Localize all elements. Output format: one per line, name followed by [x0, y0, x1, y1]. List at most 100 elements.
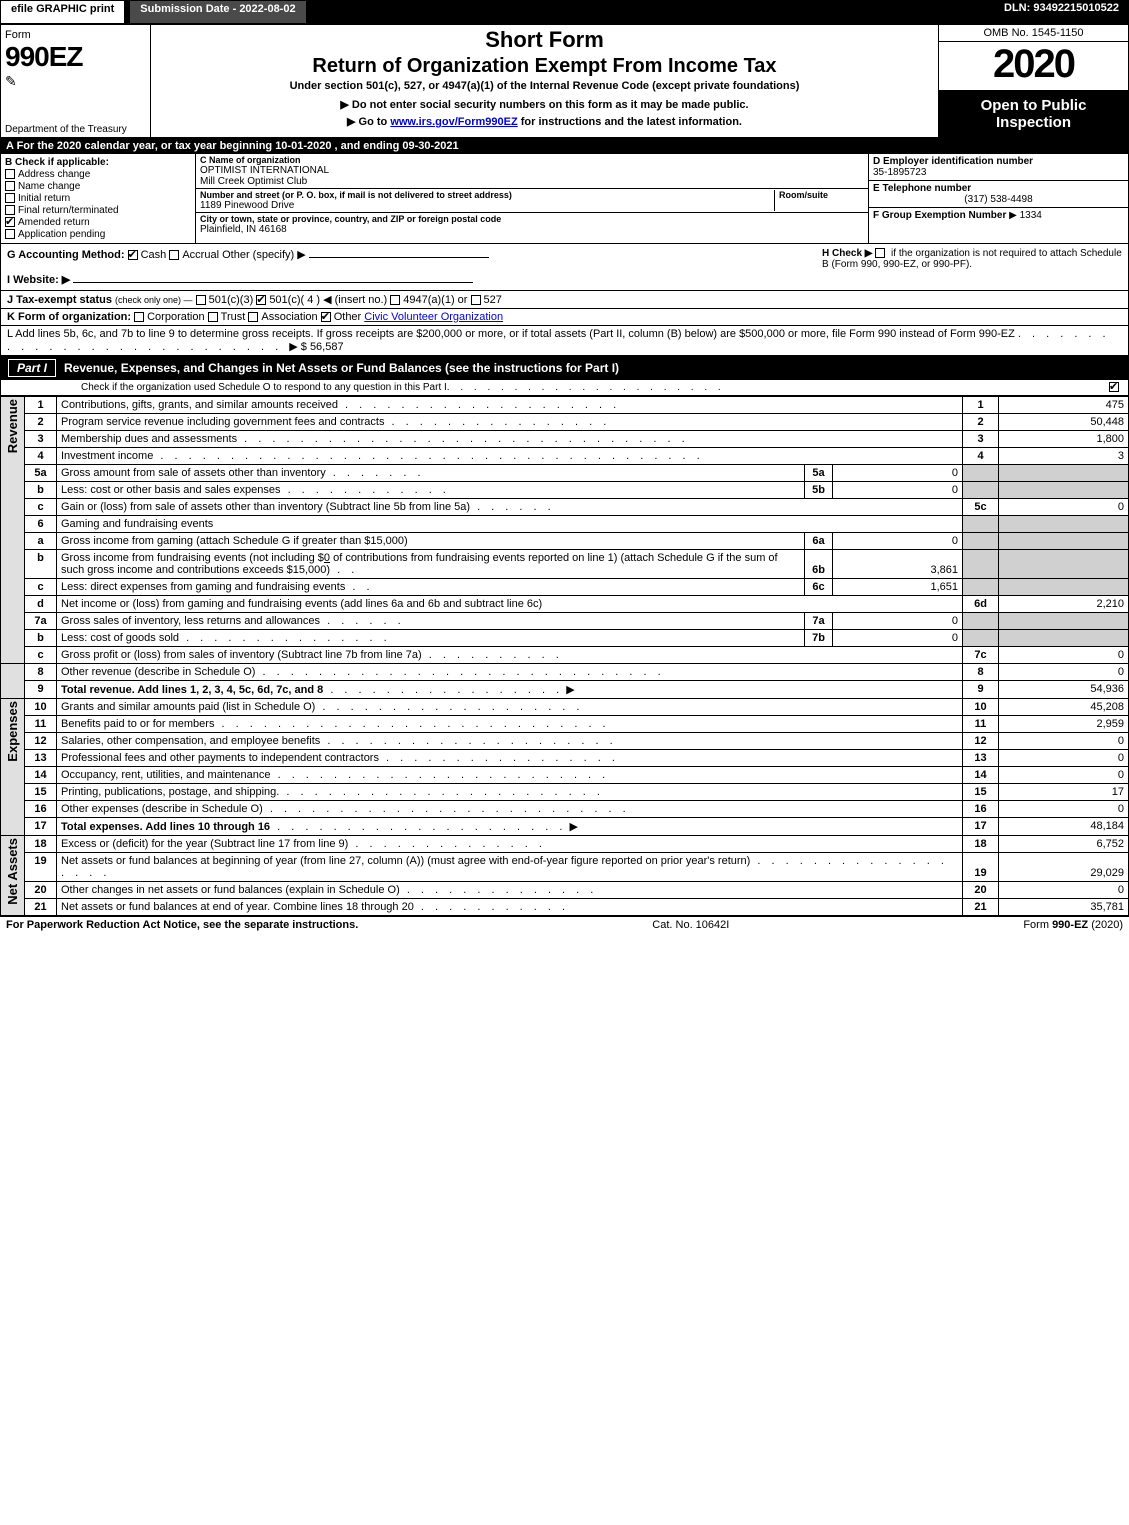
row-desc: Salaries, other compensation, and employ…	[57, 733, 963, 750]
line-k: K Form of organization: Corporation Trus…	[0, 309, 1129, 326]
opt-corp: Corporation	[147, 311, 204, 323]
dots: . . . . . . . . . . . . . . . . . . . . …	[447, 382, 725, 393]
row-num: 6	[25, 516, 57, 533]
row-val: 0	[999, 882, 1129, 899]
row-num: 18	[25, 836, 57, 853]
cb-label: Initial return	[18, 193, 70, 204]
efile-print-button[interactable]: efile GRAPHIC print	[0, 0, 125, 24]
cb-accrual[interactable]	[169, 250, 179, 260]
website-input[interactable]	[73, 282, 473, 283]
row-colnum: 17	[963, 818, 999, 836]
row-val: 0	[999, 647, 1129, 664]
part-1-sub: Check if the organization used Schedule …	[0, 380, 1129, 396]
row-colnum: 18	[963, 836, 999, 853]
cb-initial-return[interactable]: Initial return	[5, 193, 191, 204]
row-desc: Other expenses (describe in Schedule O) …	[57, 801, 963, 818]
line-g-label: G Accounting Method:	[7, 249, 125, 261]
cb-schedule-o-part1[interactable]	[1109, 382, 1119, 392]
mini-label: 5a	[805, 465, 833, 482]
cb-label: Amended return	[18, 217, 90, 228]
part-1-label: Part I	[8, 359, 56, 377]
cb-other-org[interactable]	[321, 312, 331, 322]
ein-label: D Employer identification number	[873, 156, 1124, 167]
cb-corp[interactable]	[134, 312, 144, 322]
row-num: 4	[25, 448, 57, 465]
row-desc: Membership dues and assessments . . . . …	[57, 431, 963, 448]
cb-label: Name change	[18, 181, 80, 192]
form-id-block: Form 990EZ ✎ Department of the Treasury	[1, 25, 151, 137]
grey-cell	[963, 482, 999, 499]
city-label: City or town, state or province, country…	[200, 214, 864, 224]
footer-left: For Paperwork Reduction Act Notice, see …	[6, 919, 358, 931]
cb-cash[interactable]	[128, 250, 138, 260]
row-num: 10	[25, 699, 57, 716]
row-desc: Less: cost of goods sold . . . . . . . .…	[57, 630, 805, 647]
grey-cell	[963, 613, 999, 630]
other-specify-input[interactable]	[309, 257, 489, 258]
row-val: 0	[999, 801, 1129, 818]
row-val: 0	[999, 750, 1129, 767]
cb-527[interactable]	[471, 295, 481, 305]
cb-application-pending[interactable]: Application pending	[5, 229, 191, 240]
cb-label: Application pending	[18, 229, 105, 240]
row-num: 3	[25, 431, 57, 448]
other-org-link[interactable]: Civic Volunteer Organization	[364, 311, 503, 323]
part-1-sub-text: Check if the organization used Schedule …	[81, 382, 447, 393]
cb-trust[interactable]	[208, 312, 218, 322]
mini-label: 7b	[805, 630, 833, 647]
row-num: 11	[25, 716, 57, 733]
opt-501c: 501(c)( 4 ) ◀ (insert no.)	[269, 294, 387, 306]
row-colnum: 13	[963, 750, 999, 767]
row-num: 12	[25, 733, 57, 750]
cb-assoc[interactable]	[248, 312, 258, 322]
mini-val: 0	[833, 482, 963, 499]
open-to-public: Open to Public Inspection	[939, 91, 1128, 137]
footer-right-pre: Form	[1023, 919, 1052, 931]
cb-501c3[interactable]	[196, 295, 206, 305]
mini-val: 3,861	[833, 550, 963, 579]
cb-address-change[interactable]: Address change	[5, 169, 191, 180]
mini-label: 5b	[805, 482, 833, 499]
row-colnum: 14	[963, 767, 999, 784]
mini-val: 0	[833, 613, 963, 630]
grey-cell	[999, 613, 1129, 630]
row-val: 29,029	[999, 853, 1129, 882]
row-val: 2,210	[999, 596, 1129, 613]
row-num: 20	[25, 882, 57, 899]
street-value: 1189 Pinewood Drive	[200, 200, 774, 211]
row-desc: Gross amount from sale of assets other t…	[57, 465, 805, 482]
row-num: 17	[25, 818, 57, 836]
cb-final-return[interactable]: Final return/terminated	[5, 205, 191, 216]
cb-name-change[interactable]: Name change	[5, 181, 191, 192]
cb-amended-return[interactable]: Amended return	[5, 217, 191, 228]
submission-date-button[interactable]: Submission Date - 2022-08-02	[129, 0, 306, 24]
cb-schedule-b[interactable]	[875, 248, 885, 258]
grey-cell	[999, 579, 1129, 596]
row-colnum: 4	[963, 448, 999, 465]
irs-link[interactable]: www.irs.gov/Form990EZ	[390, 116, 517, 128]
omb-number: OMB No. 1545-1150	[939, 25, 1128, 42]
line-k-label: K Form of organization:	[7, 311, 131, 323]
row-val: 50,448	[999, 414, 1129, 431]
opt-527: 527	[484, 294, 502, 306]
block-c: C Name of organization OPTIMIST INTERNAT…	[196, 154, 868, 243]
row-desc: Total revenue. Add lines 1, 2, 3, 4, 5c,…	[57, 681, 963, 699]
cb-4947[interactable]	[390, 295, 400, 305]
form-word: Form	[5, 29, 146, 41]
netassets-side-label: Net Assets	[5, 838, 20, 905]
cb-501c[interactable]	[256, 295, 266, 305]
row-desc: Occupancy, rent, utilities, and maintena…	[57, 767, 963, 784]
row-colnum: 16	[963, 801, 999, 818]
row-val: 2,959	[999, 716, 1129, 733]
row-desc: Benefits paid to or for members . . . . …	[57, 716, 963, 733]
row-val: 17	[999, 784, 1129, 801]
org-name-label: C Name of organization	[200, 155, 864, 165]
footer-catno: Cat. No. 10642I	[652, 919, 729, 931]
row-num: c	[25, 647, 57, 664]
row-num: 1	[25, 397, 57, 414]
row-num: 8	[25, 664, 57, 681]
cb-label: Final return/terminated	[18, 205, 119, 216]
row-colnum: 12	[963, 733, 999, 750]
line-i-label: I Website: ▶	[7, 274, 70, 286]
row-num: b	[25, 482, 57, 499]
